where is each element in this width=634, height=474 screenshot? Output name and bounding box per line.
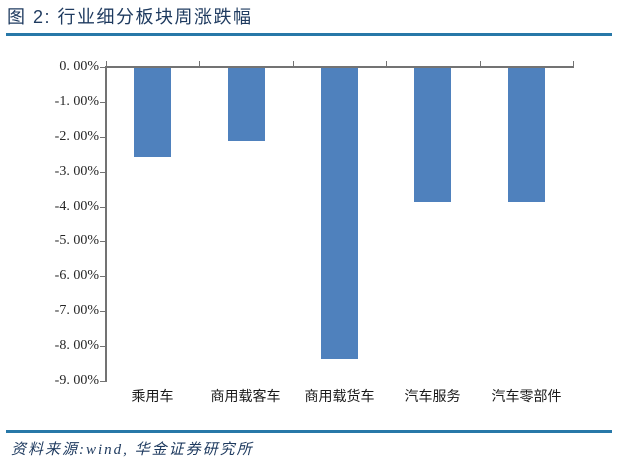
title-divider-line [6, 33, 612, 36]
x-axis-tick [199, 61, 200, 66]
y-axis-tick [100, 137, 105, 138]
y-axis-tick-label: 0. 00% [59, 59, 99, 74]
source-divider-line [6, 430, 612, 433]
y-axis-tick [100, 102, 105, 103]
y-axis-tick-label: -8. 00% [54, 338, 99, 353]
y-axis-tick-label: -6. 00% [54, 268, 99, 283]
x-axis-tick [293, 61, 294, 66]
x-axis-tick [386, 61, 387, 66]
x-axis-category-label: 商用载客车 [210, 390, 281, 405]
bar-乘用车 [134, 68, 171, 157]
figure-title: 图 2: 行业细分板块周涨跌幅 [7, 7, 253, 27]
bar-商用载客车 [228, 68, 265, 141]
y-axis-tick [100, 172, 105, 173]
y-axis-tick [100, 276, 105, 277]
y-axis-tick-label: -2. 00% [54, 129, 99, 144]
y-axis-tick-label: -4. 00% [54, 199, 99, 214]
y-axis-tick [100, 346, 105, 347]
x-axis-zero-line [105, 66, 574, 68]
source-note: 资料来源:wind, 华金证券研究所 [11, 442, 254, 458]
y-axis-tick-label: -7. 00% [54, 303, 99, 318]
x-axis-tick [480, 61, 481, 66]
x-axis-category-label: 汽车零部件 [491, 390, 562, 405]
x-axis-category-label: 汽车服务 [404, 390, 461, 405]
y-axis-tick-label: -9. 00% [54, 373, 99, 388]
bar-汽车服务 [414, 68, 451, 202]
x-axis-category-label: 商用载货车 [304, 390, 375, 405]
x-axis-category-label: 乘用车 [131, 390, 174, 405]
bar-商用载货车 [321, 68, 358, 359]
x-axis-tick [106, 61, 107, 66]
y-axis-tick [100, 67, 105, 68]
y-axis-tick-label: -3. 00% [54, 164, 99, 179]
y-axis-tick-label: -5. 00% [54, 233, 99, 248]
y-axis-tick [100, 241, 105, 242]
bar-汽车零部件 [508, 68, 545, 202]
y-axis-tick [100, 207, 105, 208]
x-axis-tick [573, 61, 574, 66]
y-axis-tick-label: -1. 00% [54, 94, 99, 109]
y-axis-tick [100, 381, 105, 382]
y-axis-line [105, 67, 107, 382]
y-axis-tick [100, 311, 105, 312]
